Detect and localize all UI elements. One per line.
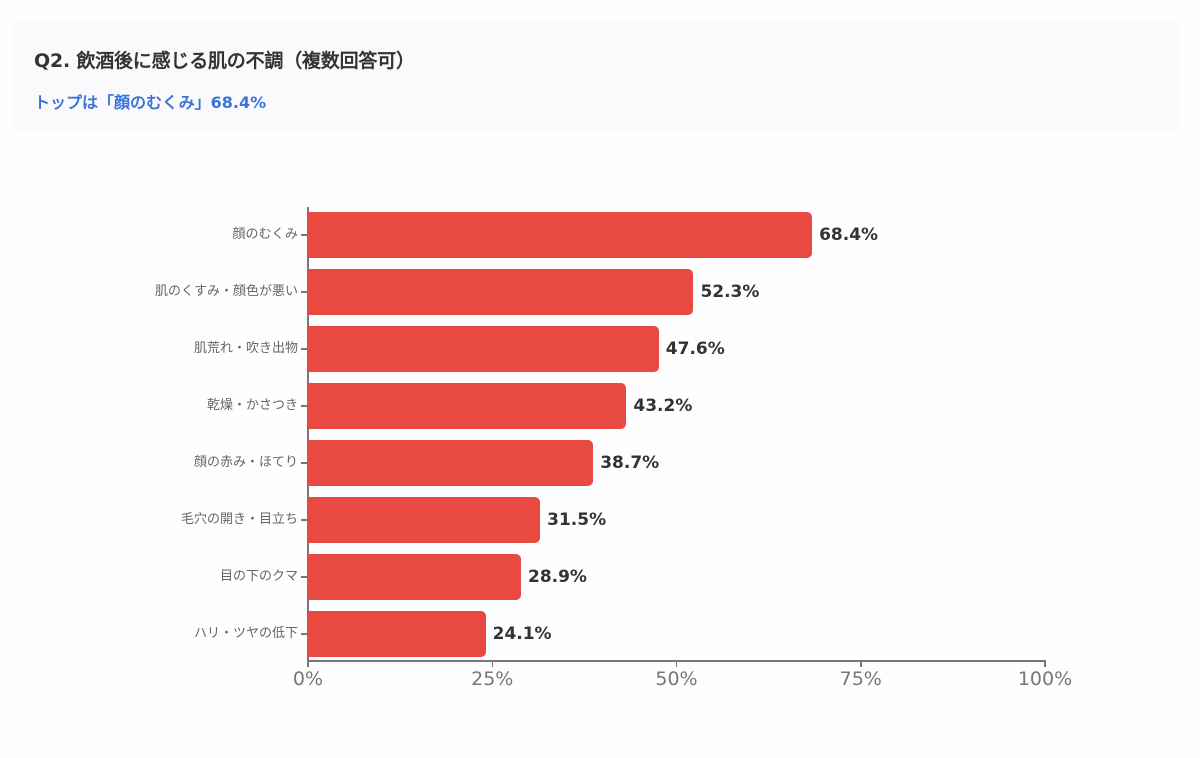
y-tick — [301, 519, 308, 521]
y-tick — [301, 291, 308, 293]
value-label: 31.5% — [547, 510, 607, 530]
bar-row: 肌のくすみ・顔色が悪い 52.3% — [0, 269, 1200, 315]
bar-row: 目の下のクマ 28.9% — [0, 554, 1200, 600]
bar-row: 肌荒れ・吹き出物 47.6% — [0, 326, 1200, 372]
value-label: 68.4% — [819, 225, 879, 245]
x-tick-label: 50% — [655, 668, 698, 690]
value-label: 38.7% — [600, 453, 660, 473]
category-label: 顔の赤み・ほてり — [193, 455, 298, 470]
value-label: 43.2% — [633, 396, 693, 416]
x-tick-label: 25% — [471, 668, 514, 690]
category-label: 顔のむくみ — [232, 227, 298, 242]
y-tick — [301, 348, 308, 350]
x-tick-label: 0% — [292, 668, 324, 690]
x-tick — [307, 660, 309, 667]
y-axis-line — [307, 207, 309, 661]
category-label: 肌荒れ・吹き出物 — [193, 341, 298, 356]
bar-row: ハリ・ツヤの低下 24.1% — [0, 611, 1200, 657]
bar[interactable] — [308, 383, 627, 429]
value-label: 52.3% — [700, 282, 760, 302]
y-tick — [301, 234, 308, 236]
value-label: 24.1% — [492, 624, 552, 644]
y-tick — [301, 462, 308, 464]
x-tick — [1044, 660, 1046, 667]
x-tick-label: 75% — [839, 668, 882, 690]
bar[interactable] — [308, 611, 486, 657]
header-card: Q2. 飲酒後に感じる肌の不調（複数回答可） トップは「顔のむくみ」68.4% — [12, 22, 1180, 132]
category-label: 目の下のクマ — [219, 569, 298, 584]
chart-title: Q2. 飲酒後に感じる肌の不調（複数回答可） — [34, 50, 415, 72]
category-label: 毛穴の開き・目立ち — [180, 512, 298, 527]
category-label: 乾燥・かさつき — [206, 398, 298, 413]
x-tick — [675, 660, 678, 667]
bar[interactable] — [308, 497, 541, 543]
bar[interactable] — [308, 326, 659, 372]
value-label: 47.6% — [665, 339, 725, 359]
y-tick — [301, 405, 308, 407]
x-tick — [491, 660, 493, 667]
category-label: ハリ・ツヤの低下 — [193, 626, 298, 641]
bar[interactable] — [308, 269, 694, 315]
value-label: 28.9% — [527, 567, 587, 587]
y-tick — [301, 633, 308, 635]
category-label: 肌のくすみ・顔色が悪い — [154, 284, 298, 299]
y-tick — [301, 576, 308, 578]
bar-row: 顔の赤み・ほてり 38.7% — [0, 440, 1200, 486]
bar[interactable] — [308, 440, 594, 486]
bar[interactable] — [308, 212, 813, 258]
bar-row: 毛穴の開き・目立ち 31.5% — [0, 497, 1200, 543]
x-tick — [860, 660, 862, 667]
chart-subtitle: トップは「顔のむくみ」68.4% — [34, 93, 267, 112]
bar[interactable] — [308, 554, 521, 600]
bar-row: 乾燥・かさつき 43.2% — [0, 383, 1200, 429]
bar-row: 顔のむくみ 68.4% — [0, 212, 1200, 258]
x-tick-label: 100% — [1017, 668, 1073, 690]
